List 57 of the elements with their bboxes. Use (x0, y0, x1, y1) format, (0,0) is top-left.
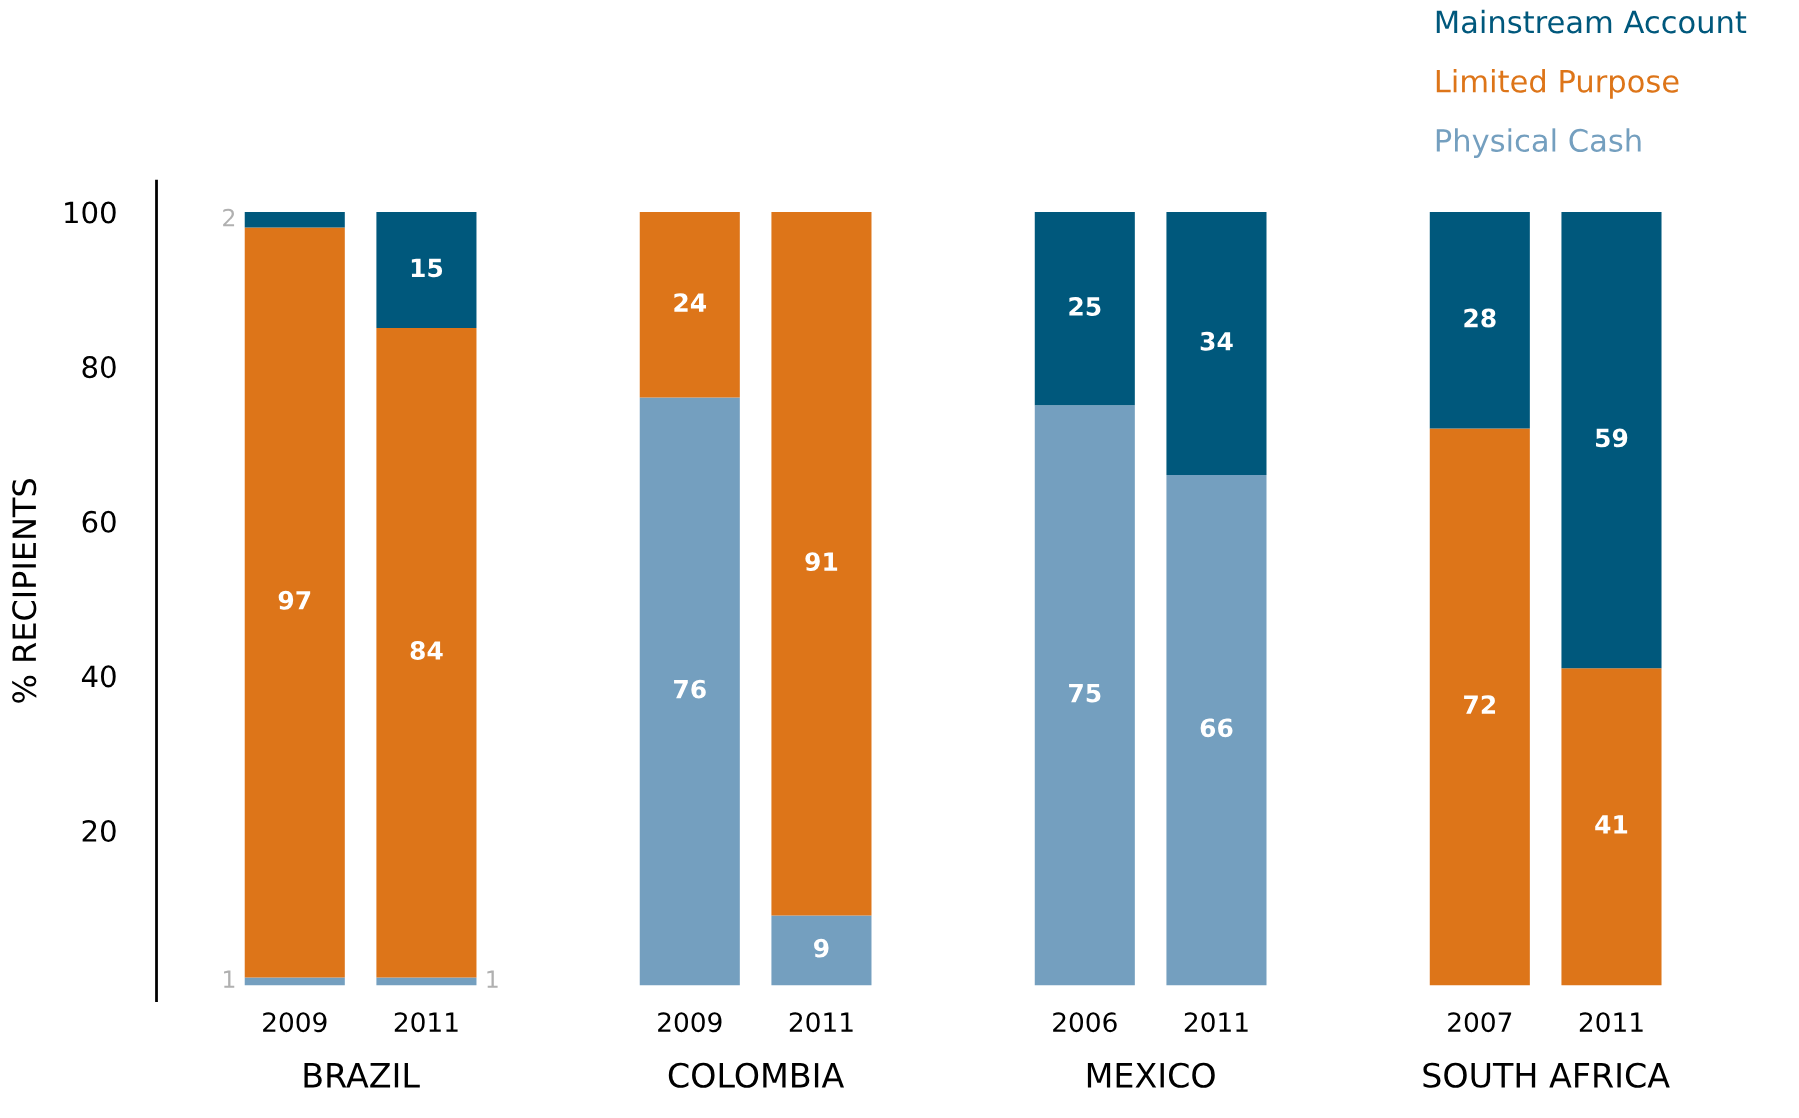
x-tick-label: 2009 (263, 1012, 327, 1033)
data-label: 25 (1069, 297, 1101, 316)
bar (376, 212, 477, 329)
data-label: 28 (1464, 308, 1496, 328)
bar (1561, 212, 1662, 669)
data-label: 91 (805, 552, 838, 572)
data-label: 84 (410, 641, 443, 660)
data-label: 1 (487, 970, 498, 988)
x-tick-label: 2011 (1579, 1012, 1643, 1033)
x-tick-label: 2011 (789, 1012, 853, 1033)
bar (639, 397, 740, 986)
x-tick-label: 2011 (394, 1012, 458, 1033)
bar (376, 977, 477, 986)
y-tick-label: 100 (65, 201, 116, 224)
text: SOUTH AFRICA (1423, 1062, 1670, 1088)
bar (244, 227, 345, 978)
bar (1561, 668, 1662, 986)
data-label: 9 (814, 938, 829, 958)
text: MEXICO (1087, 1062, 1215, 1088)
y-tick-label: 40 (81, 665, 116, 688)
x-tick-label: 2011 (1184, 1012, 1248, 1033)
x-tick-label: 2006 (1053, 1012, 1117, 1033)
bar (244, 212, 345, 228)
data-label: 72 (1464, 695, 1496, 714)
bar (244, 977, 345, 986)
data-label: 24 (674, 293, 707, 312)
x-tick-label: 2007 (1448, 1012, 1512, 1033)
bar (1166, 212, 1267, 475)
bar (1034, 405, 1135, 986)
data-label: 34 (1200, 331, 1233, 351)
y-axis-title: % RECIPIENTS (12, 479, 37, 703)
bar (1429, 212, 1530, 429)
data-label: 1 (224, 970, 235, 988)
text: Limited Purpose (1436, 69, 1679, 99)
bar (771, 915, 872, 986)
bar (1166, 474, 1267, 986)
text: Physical Cash (1436, 128, 1641, 158)
data-label: 76 (674, 679, 706, 699)
text: BRAZIL (304, 1063, 420, 1088)
bar (639, 212, 740, 398)
y-tick-label: 20 (82, 819, 116, 843)
y-tick-label: 60 (82, 510, 116, 533)
x-tick-label: 2009 (658, 1012, 722, 1033)
data-label: 66 (1200, 718, 1233, 738)
data-label: 75 (1069, 683, 1101, 703)
data-label: 41 (1595, 815, 1628, 834)
bar (771, 212, 872, 916)
bar (1034, 212, 1135, 406)
data-label: 2 (223, 208, 235, 227)
bar (1429, 428, 1530, 986)
bar (376, 328, 477, 978)
data-label: 97 (278, 590, 311, 610)
data-label: 59 (1596, 428, 1628, 448)
text: Mainstream Account (1436, 9, 1747, 34)
y-tick-label: 80 (82, 356, 116, 379)
data-label: 15 (411, 258, 443, 278)
text: COLOMBIA (668, 1062, 845, 1088)
